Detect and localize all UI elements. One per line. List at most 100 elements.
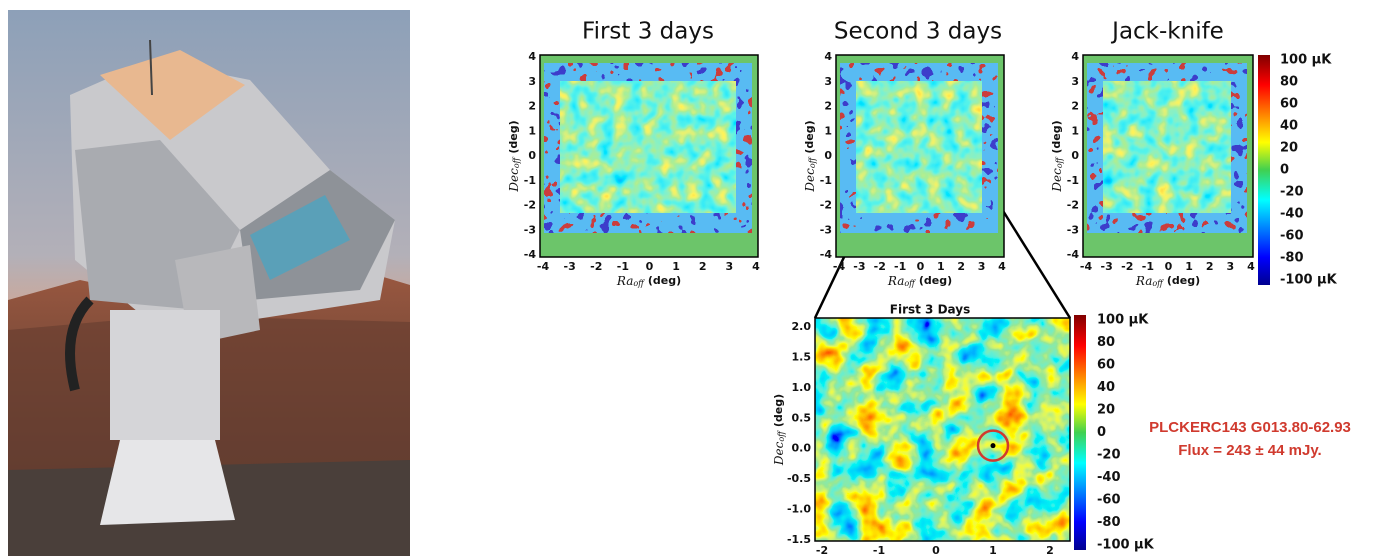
y-tick-label: 2	[1071, 100, 1079, 113]
label-unit: (deg)	[1050, 120, 1063, 153]
x-tick-label: -3	[853, 260, 865, 273]
colorbar-label: -60	[1097, 493, 1121, 508]
colorbar-label: -40	[1097, 470, 1121, 485]
y-tick-label: -4	[820, 248, 833, 261]
colorbar-label: 100 μK	[1097, 313, 1149, 328]
x-tick-label: -1	[1142, 260, 1154, 273]
figure: First 3 days-4-3-2-10123443210-1-2-3-4Ra…	[0, 0, 1400, 556]
y-tick-label: -1.0	[787, 503, 811, 516]
y-tick-label: -0.5	[787, 472, 811, 485]
y-tick-label: -1.5	[787, 533, 811, 546]
colorbar-label: 40	[1097, 380, 1115, 395]
y-tick-label: -3	[820, 223, 832, 236]
panel-title: Second 3 days	[834, 19, 1002, 45]
label-sub: off	[808, 156, 817, 168]
map-center	[856, 81, 982, 213]
label-unit: (deg)	[803, 120, 816, 153]
x-tick-label: 4	[998, 260, 1006, 273]
x-tick-label: 0	[932, 544, 940, 556]
y-tick-label: 0.5	[792, 411, 812, 424]
label-sub: off	[904, 279, 916, 288]
y-tick-label: 2	[528, 100, 536, 113]
label-unit: (deg)	[648, 274, 681, 287]
y-tick-label: -1	[820, 174, 832, 187]
label-unit: (deg)	[772, 394, 785, 427]
label-name: Dec	[803, 168, 817, 193]
x-tick-label: 1	[672, 260, 680, 273]
x-tick-label: -3	[564, 260, 576, 273]
label-sub: off	[1055, 156, 1064, 168]
label-sub: off	[512, 156, 521, 168]
y-tick-label: 3	[528, 75, 536, 88]
x-tick-label: -4	[833, 260, 846, 273]
y-tick-label: 2	[824, 100, 832, 113]
y-tick-label: 4	[1071, 50, 1079, 63]
y-tick-label: -2	[1067, 199, 1079, 212]
y-tick-label: 4	[528, 50, 536, 63]
y-tick-label: 1	[528, 124, 536, 137]
colorbar-label: -60	[1280, 229, 1304, 244]
colorbar-label: 40	[1280, 119, 1298, 134]
flux-label: Flux = 243 ± 44 mJy.	[1178, 442, 1321, 459]
y-tick-label: 0.0	[792, 442, 812, 455]
x-tick-label: -1	[617, 260, 629, 273]
map-center	[1103, 81, 1231, 213]
x-tick-label: 2	[957, 260, 965, 273]
x-tick-label: 3	[978, 260, 986, 273]
label-name: Dec	[1050, 168, 1064, 193]
map-center	[560, 81, 736, 213]
y-tick-label: 0	[824, 149, 832, 162]
x-tick-label: -2	[816, 544, 828, 556]
colorbar-label: -100 μK	[1097, 538, 1155, 553]
colorbar-label: 80	[1280, 75, 1298, 90]
colorbar-label: -100 μK	[1280, 273, 1338, 288]
y-tick-label: -2	[524, 199, 536, 212]
label-name: Ra	[1135, 274, 1152, 288]
map	[815, 318, 1070, 541]
label-name: Ra	[616, 274, 633, 288]
y-tick-label: -4	[1067, 248, 1080, 261]
y-tick-label: -4	[524, 248, 537, 261]
x-axis-label: Raoff(deg)	[1135, 274, 1200, 289]
source-name: PLCKERC143 G013.80-62.93	[1149, 419, 1351, 436]
y-tick-label: 1	[1071, 124, 1079, 137]
colorbar-label: 60	[1280, 97, 1298, 112]
y-tick-label: 0	[528, 149, 536, 162]
y-tick-label: -1	[1067, 174, 1079, 187]
x-tick-label: 3	[726, 260, 734, 273]
x-tick-label: -1	[873, 544, 885, 556]
y-axis-label: Decoff(deg)	[507, 120, 522, 192]
y-tick-label: -3	[1067, 223, 1079, 236]
telescope-photo	[8, 10, 410, 556]
panel-title: First 3 days	[582, 19, 714, 45]
x-tick-label: 2	[699, 260, 707, 273]
x-axis-label: Raoff(deg)	[616, 274, 681, 289]
source-dot	[991, 443, 996, 448]
x-tick-label: 1	[937, 260, 945, 273]
label-sub: off	[777, 430, 786, 442]
x-tick-label: 3	[1227, 260, 1235, 273]
x-tick-label: 0	[1165, 260, 1173, 273]
panel-title: First 3 Days	[890, 303, 970, 317]
y-axis-label: Decoff (deg)	[803, 120, 818, 192]
label-unit: (deg)	[1167, 274, 1200, 287]
label-name: Dec	[772, 441, 786, 466]
x-tick-label: 4	[752, 260, 760, 273]
label-unit: (deg)	[919, 274, 952, 287]
x-tick-label: -2	[874, 260, 886, 273]
colorbar-label: -40	[1280, 207, 1304, 222]
colorbar-label: 60	[1097, 358, 1115, 373]
y-axis-label: Decoff (deg)	[772, 394, 787, 466]
colorbar-label: 20	[1280, 141, 1298, 156]
x-tick-label: -3	[1101, 260, 1113, 273]
label-name: Ra	[887, 274, 904, 288]
colorbar-label: 0	[1097, 425, 1106, 440]
x-tick-label: -4	[1080, 260, 1093, 273]
x-tick-label: 4	[1247, 260, 1255, 273]
y-tick-label: -2	[820, 199, 832, 212]
x-tick-label: 0	[917, 260, 925, 273]
y-tick-label: 2.0	[792, 320, 812, 333]
x-tick-label: 1	[1185, 260, 1193, 273]
y-tick-label: -3	[524, 223, 536, 236]
y-tick-label: 4	[824, 50, 832, 63]
